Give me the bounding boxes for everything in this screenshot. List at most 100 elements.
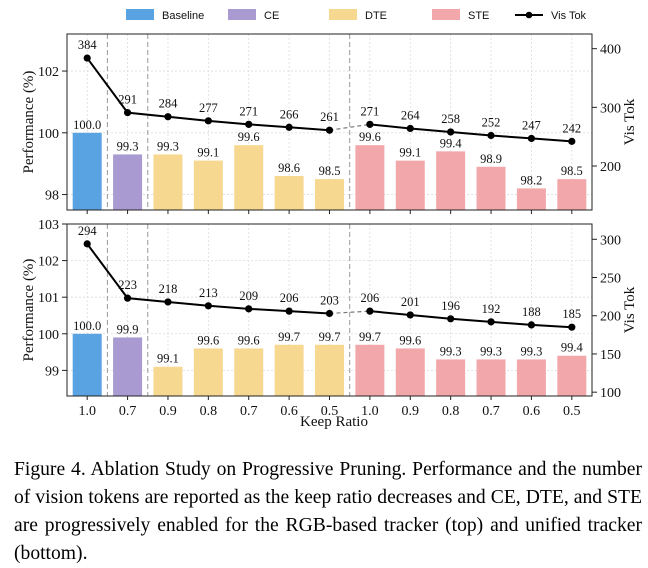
legend-label-dte: DTE	[365, 10, 387, 22]
bar-value-label: 99.9	[117, 322, 139, 336]
legend: Baseline CE DTE STE Vis Tok	[126, 9, 587, 22]
bar-baseline	[72, 132, 102, 210]
vis-tok-line	[369, 123, 572, 143]
vis-tok-marker	[366, 307, 374, 315]
vis-tok-marker	[123, 109, 132, 117]
vis-tok-label: 264	[401, 108, 421, 122]
bar-value-label: 99.4	[440, 136, 463, 150]
vis-tok-marker	[164, 298, 172, 306]
bottom-panel-unified-tracker: 100.0 99.9 99.1 99.6 99.6 99.7 99.7 99.7 99.6 99.…	[21, 218, 638, 419]
x-tick-label: 0.9	[159, 404, 177, 419]
vis-tok-label: 294	[78, 224, 98, 238]
top-panel-rgb-tracker: 100.0 99.3 99.3 99.1 99.6 98.6 98.5 99.6 99.1 99.…	[21, 33, 638, 214]
vis-tok-marker	[447, 128, 455, 136]
bar-dte	[274, 344, 304, 396]
bar-value-label: 99.1	[157, 352, 179, 366]
bar-value-label: 99.3	[157, 139, 179, 153]
y-tick-label: 102	[38, 255, 59, 270]
y-tick-label: 102	[38, 65, 59, 80]
x-axis-label: Keep Ratio	[300, 414, 368, 430]
bar-ste	[355, 145, 385, 210]
bar-dte	[234, 348, 264, 396]
vis-tok-label: 247	[522, 118, 541, 132]
y2-axis-label: Vis Tok	[622, 98, 638, 145]
bar-dte	[234, 145, 264, 210]
vis-tok-label: 188	[522, 305, 541, 319]
bar-dte	[193, 348, 223, 396]
vis-tok-label: 223	[118, 278, 137, 292]
legend-label-ce: CE	[264, 10, 279, 22]
y-tick-label: 98	[45, 189, 59, 204]
x-tick-label: 0.5	[563, 404, 581, 419]
x-tick-label: 0.8	[442, 404, 460, 419]
bar-ce	[113, 337, 143, 396]
legend-marker	[525, 11, 533, 19]
bar-value-label: 99.1	[399, 146, 421, 160]
x-tick-label: 0.5	[321, 404, 339, 419]
bar-ste	[476, 359, 506, 396]
y2-tick-label: 250	[600, 272, 621, 287]
y2-axis-label: Vis Tok	[622, 286, 638, 333]
bar-ste	[395, 348, 425, 396]
y2-tick-label: 300	[600, 233, 621, 248]
legend-swatch-ste	[432, 9, 460, 20]
bar-dte	[153, 366, 183, 396]
bar-value-label: 98.6	[278, 161, 300, 175]
x-tick-label: 0.6	[523, 404, 541, 419]
vis-tok-label: 218	[159, 282, 178, 296]
y-tick-label: 100	[38, 127, 59, 142]
vis-tok-label: 271	[361, 104, 380, 118]
vis-tok-label: 384	[78, 38, 98, 52]
bar-value-label: 99.4	[561, 341, 584, 355]
vis-tok-marker	[204, 302, 212, 310]
bar-value-label: 99.7	[319, 330, 341, 344]
vis-tok-label: 271	[239, 104, 258, 118]
vis-tok-label: 206	[280, 291, 299, 305]
vis-tok-marker	[487, 318, 495, 326]
vis-tok-label: 201	[401, 295, 420, 309]
y-tick-label: 103	[38, 218, 59, 233]
bar-value-label: 100.0	[73, 118, 101, 132]
vis-tok-marker	[527, 134, 536, 143]
vis-tok-label: 261	[320, 110, 339, 124]
legend-swatch-ce	[228, 9, 256, 20]
vis-tok-label: 206	[361, 291, 380, 305]
bar-ce	[113, 154, 143, 210]
vis-tok-marker	[123, 294, 132, 302]
vis-tok-marker	[83, 240, 91, 248]
bar-dte	[274, 176, 304, 210]
y-tick-label: 100	[38, 328, 59, 343]
bar-ste	[516, 359, 546, 396]
bar-value-label: 99.3	[520, 344, 542, 358]
vis-tok-label: 284	[159, 97, 179, 111]
bar-ste	[436, 151, 466, 210]
vis-tok-label: 185	[562, 307, 581, 321]
bar-ste	[557, 355, 587, 396]
bar-value-label: 99.6	[197, 333, 219, 347]
bar-value-label: 99.3	[117, 139, 139, 153]
y-axis-label: Performance (%)	[21, 71, 37, 174]
vis-tok-marker	[83, 54, 91, 62]
y2-tick-label: 300	[600, 101, 621, 116]
vis-tok-label: 242	[562, 121, 581, 135]
figure-caption: Figure 4. Ablation Study on Progressive …	[14, 459, 642, 564]
y2-tick-label: 200	[600, 160, 621, 175]
bar-ste	[355, 344, 385, 396]
vis-tok-label: 266	[280, 107, 299, 121]
y2-tick-label: 400	[600, 43, 621, 58]
y-tick-label: 101	[38, 291, 59, 306]
vis-tok-marker	[285, 307, 293, 315]
y2-tick-label: 200	[600, 310, 621, 325]
legend-swatch-baseline	[126, 9, 154, 20]
y2-tick-label: 100	[600, 386, 621, 401]
vis-tok-label: 196	[441, 299, 460, 313]
vis-tok-marker	[527, 321, 536, 329]
bar-value-label: 98.5	[319, 164, 341, 178]
vis-tok-marker	[164, 113, 172, 121]
vis-tok-marker	[285, 123, 293, 131]
bar-value-label: 100.0	[73, 319, 101, 333]
legend-label-ste: STE	[468, 10, 489, 22]
x-tick-label: 0.6	[280, 404, 298, 419]
bar-dte	[153, 154, 183, 210]
vis-tok-marker	[245, 120, 253, 128]
